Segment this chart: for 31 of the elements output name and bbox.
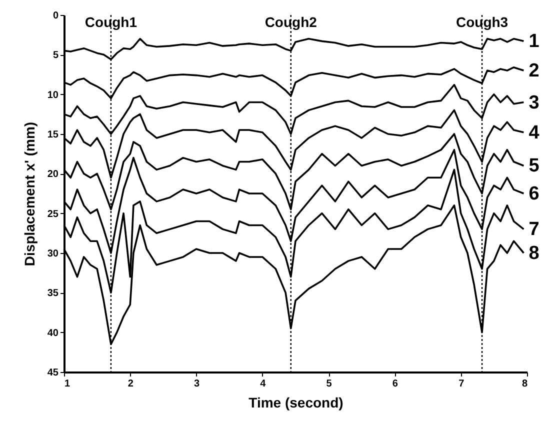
series-label: 2 bbox=[528, 60, 540, 82]
y-tick-label: 25 bbox=[47, 208, 59, 220]
series-label: 6 bbox=[528, 184, 540, 204]
series-label: 1 bbox=[528, 31, 540, 52]
x-tick-label: 6 bbox=[392, 378, 398, 390]
y-tick-label: 0 bbox=[52, 10, 59, 22]
x-tick-label: 2 bbox=[128, 378, 134, 390]
x-tick-label: 7 bbox=[458, 378, 465, 390]
y-tick-label: 15 bbox=[47, 130, 59, 140]
ref-line-label: Cough2 bbox=[264, 14, 318, 30]
y-tick-label: 5 bbox=[52, 50, 59, 62]
x-tick-label: 4 bbox=[260, 378, 266, 390]
y-tick-label: 20 bbox=[47, 169, 59, 180]
ref-line-label: Cough3 bbox=[456, 14, 508, 30]
x-axis-title: Time (second) bbox=[248, 394, 344, 410]
x-tick-label: 5 bbox=[326, 378, 332, 390]
series-label: 3 bbox=[528, 92, 540, 114]
ref-line-label: Cough1 bbox=[84, 14, 138, 30]
y-tick-label: 45 bbox=[47, 368, 59, 378]
y-tick-label: 30 bbox=[47, 248, 59, 260]
y-tick-label: 10 bbox=[47, 90, 59, 101]
series-label: 5 bbox=[528, 156, 540, 177]
x-tick-label: 3 bbox=[194, 378, 200, 390]
x-tick-label: 1 bbox=[64, 378, 70, 390]
y-axis-title: Displacement x' (mm) bbox=[21, 122, 38, 266]
y-tick-label: 40 bbox=[47, 328, 59, 339]
y-tick-label: 35 bbox=[47, 288, 59, 300]
series-label: 7 bbox=[528, 219, 540, 240]
x-tick-label: 8 bbox=[522, 378, 528, 390]
series-label: 4 bbox=[528, 122, 540, 144]
series-label: 8 bbox=[528, 243, 540, 264]
